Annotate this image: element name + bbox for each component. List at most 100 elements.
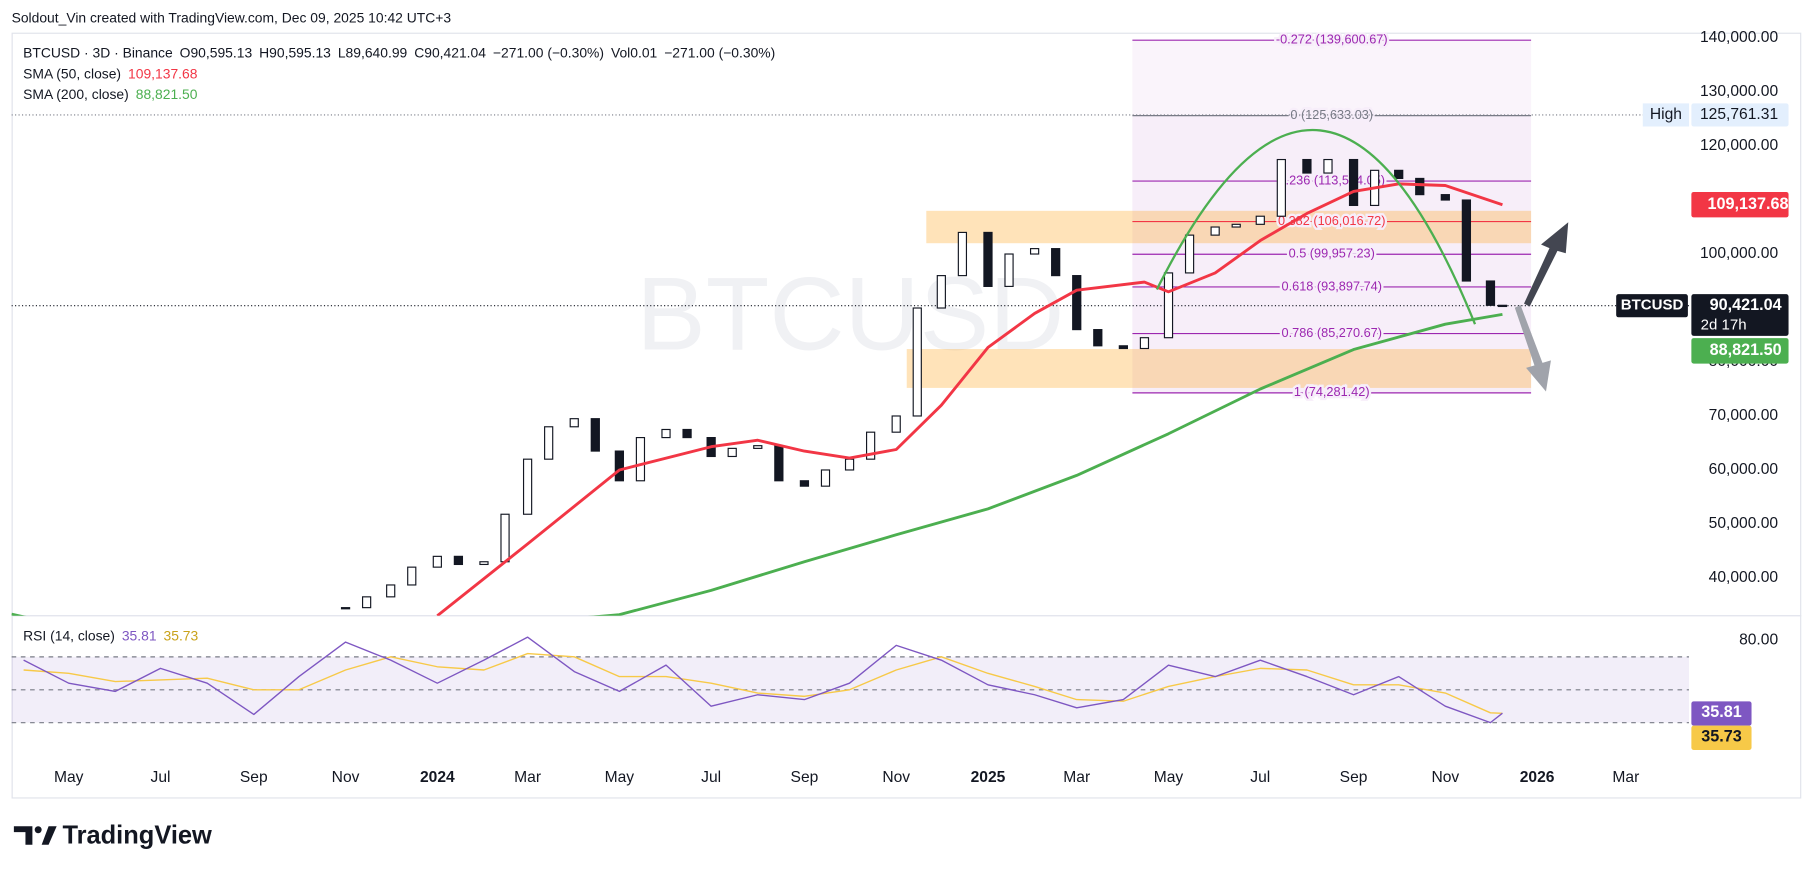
- fib-label: 1 (74,281.42): [1294, 384, 1370, 399]
- x-tick-label: Nov: [882, 769, 910, 786]
- y-tick-label: 100,000.00: [1700, 245, 1778, 262]
- fib-label: 0 (125,633.03): [1290, 107, 1373, 122]
- legend-text: −271.00 (−0.30%): [493, 44, 604, 60]
- candle: [1184, 234, 1195, 274]
- candle: [614, 450, 625, 482]
- series-line: [11, 312, 1503, 616]
- sma50-box: [1691, 191, 1789, 218]
- overlay: [1155, 128, 1569, 392]
- arrow-down: [1514, 304, 1551, 392]
- candle: [661, 428, 671, 439]
- countdown: 2d 17h: [1701, 316, 1747, 333]
- candle: [820, 469, 831, 487]
- brand-name: TradingView: [62, 821, 212, 849]
- symbol-tag: BTCUSD: [1621, 297, 1684, 314]
- candle: [1231, 223, 1241, 228]
- legend-text: 35.81: [122, 627, 157, 643]
- candle: [844, 458, 855, 471]
- candle: [1497, 304, 1508, 308]
- y-tick-label: 140,000.00: [1700, 29, 1778, 46]
- candle: [1348, 158, 1359, 207]
- fib-label: 0.786 (85,270.67): [1282, 325, 1382, 340]
- rsi-value-box: [1691, 725, 1752, 750]
- candle: [727, 447, 737, 458]
- rsi-legend: RSI (14, close) 35.81 35.73: [23, 627, 198, 643]
- candle: [1139, 337, 1150, 350]
- legend-text: C90,421.04: [414, 44, 486, 60]
- x-tick-label: May: [605, 769, 635, 786]
- x-tick-label: Jul: [151, 769, 171, 786]
- legend-text: 109,137.68: [128, 65, 198, 81]
- candle: [912, 307, 922, 417]
- x-tick-label: Mar: [1063, 769, 1090, 786]
- x-tick-label: Mar: [514, 769, 541, 786]
- x-tick-label: 2024: [420, 769, 455, 786]
- arc-drawing: [1155, 128, 1477, 325]
- x-tick-label: Sep: [791, 769, 819, 786]
- candle: [1323, 158, 1333, 174]
- y-tick-label: 130,000.00: [1700, 83, 1778, 100]
- candle: [522, 458, 533, 515]
- candle: [983, 231, 993, 287]
- y-tick-label: 70,000.00: [1709, 407, 1779, 424]
- x-tick-label: Nov: [1431, 769, 1459, 786]
- fib-area-upper: [1132, 40, 1532, 116]
- fib-label: 0.618 (93,897.74): [1282, 278, 1382, 293]
- rsi-value-box: [1691, 701, 1752, 726]
- candle: [1302, 158, 1312, 174]
- legend-text: H90,595.13: [259, 44, 331, 60]
- candle: [1415, 177, 1425, 196]
- candle: [479, 561, 489, 566]
- rsi-value: 35.73: [1701, 727, 1742, 745]
- symbol-box: [1616, 294, 1688, 318]
- candle: [590, 418, 600, 452]
- sma200-box: [1691, 338, 1789, 364]
- attribution: Soldout_Vin created with TradingView.com…: [12, 9, 452, 25]
- zone: [906, 349, 1532, 388]
- candle: [500, 513, 510, 563]
- legend-text: BTCUSD · 3D · Binance: [23, 44, 173, 60]
- candle: [1461, 199, 1472, 282]
- candle: [957, 231, 968, 277]
- high-value-box: [1691, 103, 1789, 127]
- y-tick-label: 60,000.00: [1709, 461, 1779, 478]
- candle: [1163, 272, 1174, 339]
- sma50-value: 109,137.68: [1708, 195, 1789, 213]
- y-tick-label: 120,000.00: [1700, 137, 1778, 154]
- candle: [1255, 215, 1265, 225]
- candle: [1004, 253, 1014, 287]
- x-tick-label: Nov: [332, 769, 360, 786]
- y-tick-label: 40,000.00: [1709, 569, 1779, 586]
- legend-text: −271.00 (−0.30%): [664, 44, 775, 60]
- legend-text: 88,821.50: [136, 86, 198, 102]
- legend-text: O90,595.13: [180, 44, 253, 60]
- candle: [936, 275, 946, 309]
- candle: [386, 584, 396, 598]
- candle: [544, 426, 554, 460]
- candle: [1394, 169, 1404, 180]
- candle: [453, 555, 464, 566]
- price-box: [1691, 294, 1789, 336]
- brand-logo: [13, 826, 57, 845]
- candle: [432, 555, 442, 568]
- legend-text: RSI (14, close): [23, 627, 115, 643]
- candle: [774, 445, 784, 482]
- x-tick-label: 2026: [1520, 769, 1555, 786]
- candle: [569, 418, 579, 428]
- high-value: 125,761.31: [1700, 106, 1778, 123]
- x-tick-label: May: [54, 769, 84, 786]
- candle: [1440, 194, 1450, 201]
- zone: [926, 210, 1532, 244]
- legend-text: Vol0.01: [611, 44, 658, 60]
- legend-line: SMA (200, close) 88,821.50: [23, 86, 198, 102]
- candle: [635, 437, 646, 482]
- x-tick-label: Sep: [240, 769, 268, 786]
- rsi-tick-label: 80.00: [1739, 632, 1778, 649]
- series-line: [436, 182, 1503, 616]
- fib-label: 0.5 (99,957.23): [1289, 246, 1375, 261]
- candle: [682, 428, 692, 439]
- rsi-pane: [11, 636, 1690, 724]
- candle: [753, 445, 763, 449]
